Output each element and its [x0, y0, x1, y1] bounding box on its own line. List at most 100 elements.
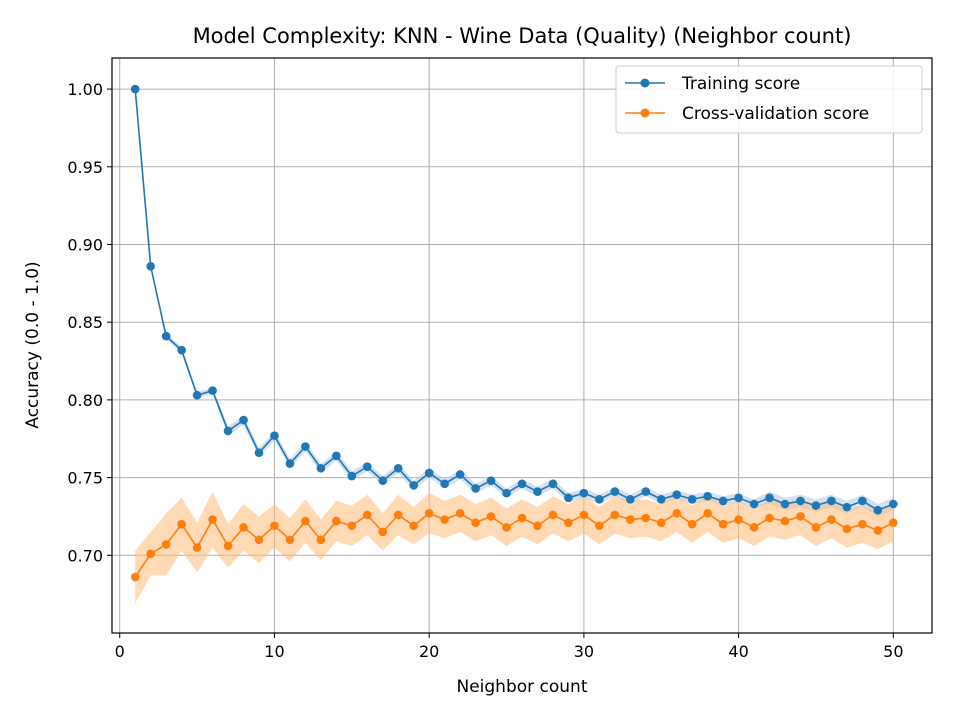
y-tick-label: 0.95 [67, 158, 103, 177]
point-training [285, 459, 295, 468]
point-cv [718, 519, 728, 529]
point-training [332, 451, 341, 461]
point-cv [239, 523, 248, 532]
point-training [471, 484, 480, 493]
y-tick-label: 0.75 [67, 469, 103, 488]
point-training [626, 495, 635, 504]
point-training [517, 479, 527, 489]
point-training [703, 491, 712, 501]
point-training [440, 479, 449, 489]
point-cv [858, 519, 867, 529]
point-cv [347, 521, 357, 531]
point-cv [842, 524, 852, 534]
point-training [270, 431, 279, 440]
point-cv [517, 513, 527, 523]
point-training [873, 505, 883, 515]
point-cv [332, 516, 341, 526]
point-training [177, 345, 186, 355]
point-training [161, 331, 171, 341]
point-training [393, 463, 403, 473]
point-cv [672, 509, 682, 518]
point-training [610, 487, 620, 496]
ticks: 0 10 20 30 40 50 0.70 0.75 0.80 0.85 0.90 0.95 1.00 [67, 80, 903, 661]
point-cv [270, 521, 279, 531]
point-training [239, 415, 248, 425]
x-axis-title: Neighbor count [456, 677, 587, 697]
point-cv [161, 540, 171, 549]
legend-box [615, 65, 923, 134]
point-cv [734, 515, 743, 524]
band-cv [135, 491, 894, 604]
point-cv [424, 509, 434, 518]
point-training [734, 493, 743, 503]
point-cv [393, 510, 403, 520]
point-cv [749, 523, 759, 532]
point-cv [533, 521, 542, 531]
point-cv [486, 512, 496, 521]
legend-label-training: Training score [681, 74, 800, 94]
point-training [130, 84, 140, 94]
point-cv [595, 521, 604, 531]
point-cv [254, 535, 264, 545]
point-cv [796, 512, 805, 521]
point-training [796, 496, 805, 506]
legend-label-cv: Cross-validation score [682, 104, 869, 124]
point-training [672, 490, 682, 499]
point-training [564, 493, 573, 503]
grid [112, 58, 932, 633]
x-tick-label: 40 [728, 642, 748, 661]
point-training [424, 468, 434, 478]
point-training [858, 496, 867, 506]
y-tick-label: 0.80 [67, 391, 103, 410]
point-training [656, 495, 666, 504]
point-cv [316, 535, 326, 545]
chart-title: Model Complexity: KNN - Wine Data (Quali… [193, 24, 852, 48]
point-cv [130, 572, 140, 582]
point-cv [579, 510, 589, 520]
y-tick-label: 0.85 [67, 313, 103, 332]
point-training [641, 487, 651, 496]
point-cv [811, 523, 821, 532]
point-cv [177, 519, 186, 529]
legend-marker-cv [640, 108, 650, 118]
point-cv [409, 521, 418, 531]
point-training [595, 495, 604, 504]
series-layer [130, 84, 898, 582]
point-cv [687, 519, 697, 529]
point-training [254, 448, 264, 458]
point-cv [378, 527, 388, 537]
point-training [765, 493, 774, 503]
point-training [208, 386, 217, 395]
point-cv [656, 518, 666, 527]
point-training [486, 476, 496, 486]
point-training [316, 463, 326, 473]
point-cv [192, 543, 202, 552]
point-training [502, 488, 511, 498]
point-training [409, 481, 418, 490]
point-cv [208, 515, 217, 524]
point-training [827, 496, 836, 506]
y-tick-label: 0.70 [67, 546, 103, 565]
point-training [718, 496, 728, 506]
legend-marker-training [640, 78, 650, 88]
point-cv [362, 510, 372, 520]
x-tick-label: 0 [115, 642, 125, 661]
point-cv [285, 535, 295, 545]
point-cv [610, 510, 620, 520]
legend: Training score Cross-validation score [615, 65, 923, 134]
point-training [811, 501, 821, 510]
point-cv [626, 515, 635, 524]
point-training [889, 499, 898, 509]
point-training [579, 488, 589, 498]
x-tick-label: 10 [264, 642, 284, 661]
point-training [378, 476, 388, 486]
point-cv [471, 518, 480, 527]
point-cv [564, 518, 573, 527]
point-training [146, 261, 155, 271]
point-cv [873, 526, 883, 535]
y-tick-label: 1.00 [67, 80, 103, 99]
point-cv [301, 516, 310, 526]
plot-frame [111, 57, 933, 634]
y-axis-title: Accuracy (0.0 - 1.0) [23, 261, 43, 428]
